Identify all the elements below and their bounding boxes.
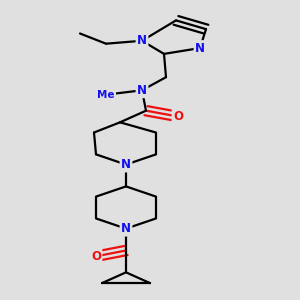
Text: N: N: [195, 42, 205, 55]
Text: N: N: [137, 34, 147, 47]
Text: N: N: [121, 222, 131, 235]
Text: N: N: [121, 158, 131, 171]
Text: Me: Me: [97, 90, 115, 100]
Text: O: O: [91, 250, 101, 263]
Text: O: O: [173, 110, 183, 123]
Text: N: N: [137, 84, 147, 97]
